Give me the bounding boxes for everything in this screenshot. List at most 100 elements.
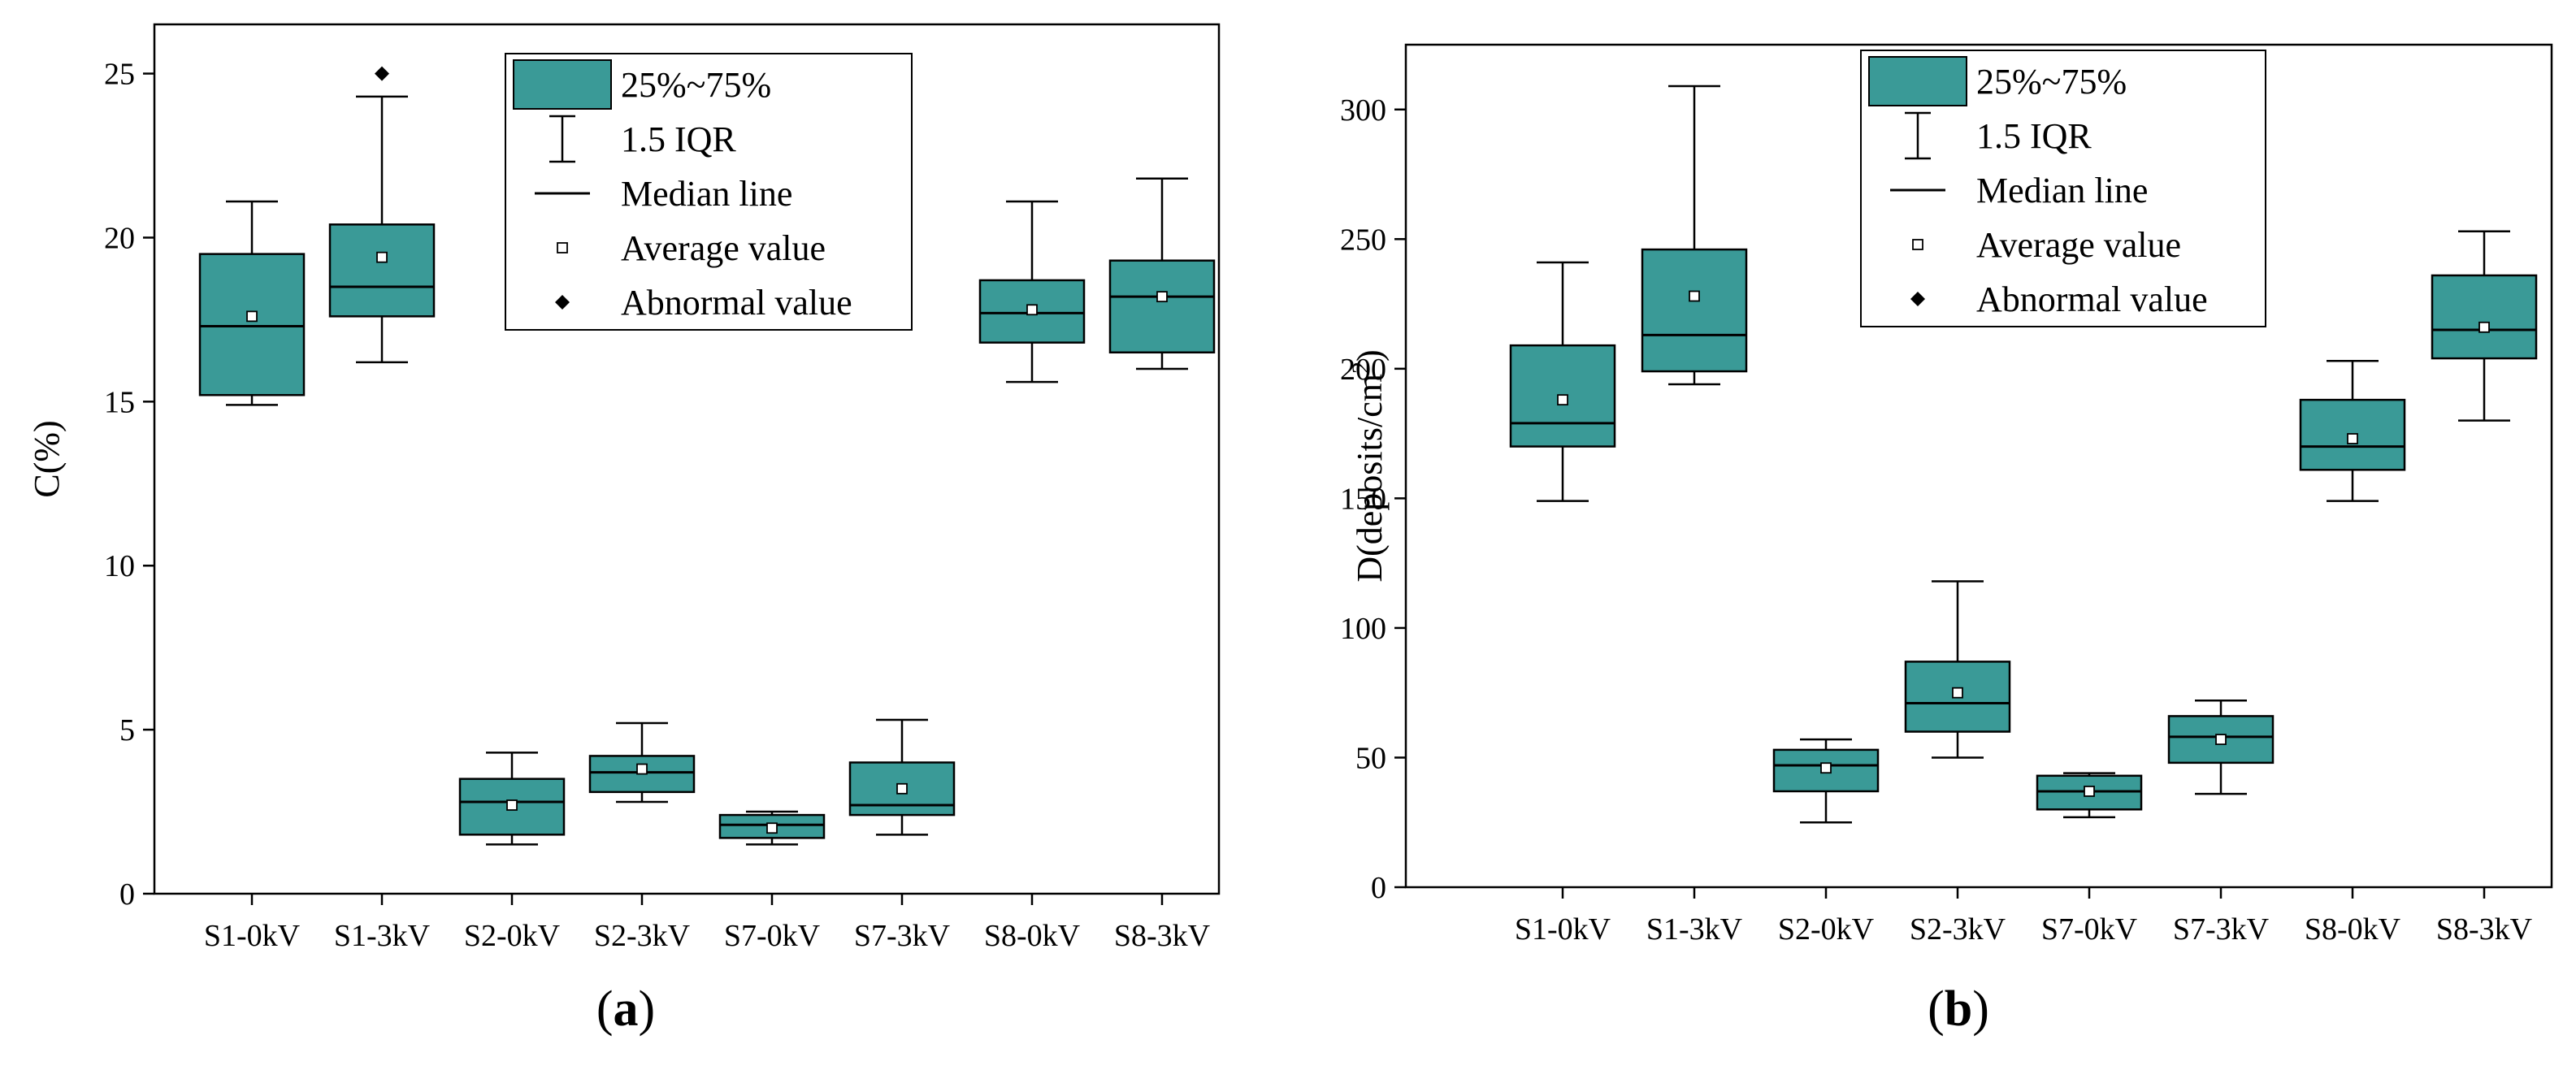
legend-symbol-outlier <box>555 295 570 310</box>
box-S1-3kV: S1-3kV <box>328 66 436 953</box>
iqr-box <box>198 253 306 396</box>
mean-marker <box>2084 786 2095 797</box>
y-tick-label: 15 <box>104 385 135 419</box>
mean-marker <box>2215 734 2227 746</box>
iqr-box <box>1108 259 1216 354</box>
y-tick-label: 200 <box>1340 353 1386 387</box>
box-S1-3kV: S1-3kV <box>1641 84 1748 947</box>
panel-label-close: ) <box>1972 981 1989 1037</box>
box-S8-0kV: S8-0kV <box>978 200 1086 953</box>
legend: 25%~75% 1.5 IQR Median line Average value Ab… <box>1860 50 2266 327</box>
panel-label: (a) <box>596 981 655 1037</box>
panel-label-close: ) <box>639 981 656 1037</box>
legend-label: 1.5 IQR <box>621 119 736 159</box>
mean-marker <box>1026 304 1038 316</box>
y-tick-label: 250 <box>1340 223 1386 257</box>
box-S1-0kV: S1-0kV <box>198 200 306 953</box>
box-S7-3kV: S7-3kV <box>848 718 956 953</box>
y-tick-label: 0 <box>1371 871 1386 905</box>
plot-frame <box>1404 43 2553 889</box>
legend-label: Abnormal value <box>621 283 852 323</box>
y-tick-label: 10 <box>104 549 135 583</box>
mean-marker <box>246 310 258 323</box>
mean-marker <box>506 799 518 811</box>
legend-label: 25%~75% <box>1976 62 2127 102</box>
legend-symbol-mean <box>1912 239 1923 250</box>
iqr-box <box>1509 344 1616 448</box>
x-tick-label: S8-3kV <box>2436 912 2533 947</box>
x-tick-label: S2-0kV <box>1778 912 1875 947</box>
panel-label-letter: a <box>614 981 639 1037</box>
box-S8-3kV: S8-3kV <box>2431 230 2538 947</box>
x-tick-label: S7-3kV <box>854 919 951 953</box>
x-tick-label: S2-3kV <box>594 919 691 953</box>
mean-marker <box>1820 762 1832 774</box>
x-tick-label: S8-3kV <box>1114 919 1211 953</box>
x-tick-label: S2-3kV <box>1910 912 2006 947</box>
y-tick-label: 300 <box>1340 93 1386 128</box>
y-tick-label: 5 <box>119 713 135 747</box>
y-axis-title-text: C(%) <box>27 420 67 497</box>
legend-label: Average value <box>1976 225 2181 265</box>
legend-label: 25%~75% <box>621 65 771 105</box>
y-tick-label: 100 <box>1340 612 1386 646</box>
x-tick-label: S7-0kV <box>724 919 821 953</box>
legend-label: 1.5 IQR <box>1976 116 2092 156</box>
mean-marker <box>1156 291 1168 303</box>
y-axis-title-end: ) <box>1350 349 1390 362</box>
x-tick-label: S7-3kV <box>2173 912 2270 947</box>
legend: 25%~75% 1.5 IQR Median line Average value Ab… <box>505 53 913 331</box>
mean-marker <box>896 782 908 795</box>
chart-panel-b: 0 50 100 150 200 250 300 D(deposits/cm2) S1-0kV S… <box>1340 43 2553 1037</box>
legend-label: Average value <box>621 228 826 268</box>
plot-frame <box>153 23 1221 895</box>
legend-label: Abnormal value <box>1976 279 2208 319</box>
x-tick-label: S8-0kV <box>2305 912 2401 947</box>
y-axis-title-text: D(deposits/cm <box>1350 374 1390 583</box>
legend-symbol-box <box>513 59 612 110</box>
panel-label-letter: b <box>1945 981 1972 1037</box>
outlier-marker <box>375 66 389 81</box>
box-S7-0kV: S7-0kV <box>2036 772 2143 947</box>
box-S2-3kV: S2-3kV <box>588 721 696 953</box>
y-tick-label: 50 <box>1355 741 1386 775</box>
legend-symbol-outlier <box>1910 292 1925 306</box>
mean-marker <box>1952 687 1963 699</box>
mean-marker <box>2478 321 2490 333</box>
box-S8-0kV: S8-0kV <box>2299 360 2406 947</box>
x-tick-label: S2-0kV <box>464 919 561 953</box>
box-S2-3kV: S2-3kV <box>1904 580 2011 947</box>
box-S8-3kV: S8-3kV <box>1108 177 1216 953</box>
y-axis-title-superscript: 2 <box>1347 362 1374 374</box>
x-tick-label: S1-0kV <box>1515 912 1611 947</box>
y-tick-label: 150 <box>1340 482 1386 516</box>
mean-marker <box>636 763 648 775</box>
y-axis-title: C(%) <box>27 420 67 497</box>
mean-marker <box>1689 290 1700 302</box>
x-tick-label: S8-0kV <box>984 919 1081 953</box>
y-tick-label: 0 <box>119 877 135 912</box>
x-tick-label: S7-0kV <box>2041 912 2138 947</box>
x-tick-label: S1-3kV <box>1646 912 1743 947</box>
mean-marker <box>2347 433 2358 444</box>
legend-label: Median line <box>621 174 792 214</box>
box-S7-3kV: S7-3kV <box>2167 700 2275 947</box>
panel-label: (b) <box>1928 981 1989 1037</box>
legend-label: Median line <box>1976 171 2148 210</box>
box-S2-0kV: S2-0kV <box>458 752 566 953</box>
mean-marker <box>766 822 778 834</box>
mean-marker <box>376 251 388 263</box>
y-axis-title: D(deposits/cm2) <box>1347 349 1390 582</box>
iqr-box <box>328 223 436 318</box>
chart-panel-a: 0 5 10 15 20 25 C(%) S1-0kV S1-3kV S2-0kV S2-3kV S7… <box>27 23 1221 1037</box>
box-S2-0kV: S2-0kV <box>1772 738 1880 947</box>
panel-label-open: ( <box>596 981 614 1037</box>
y-tick-label: 20 <box>104 221 135 255</box>
y-tick-label: 25 <box>104 58 135 92</box>
legend-symbol-mean <box>557 242 568 253</box>
iqr-box <box>2431 274 2538 360</box>
panel-label-open: ( <box>1928 981 1945 1037</box>
box-S1-0kV: S1-0kV <box>1509 261 1616 947</box>
